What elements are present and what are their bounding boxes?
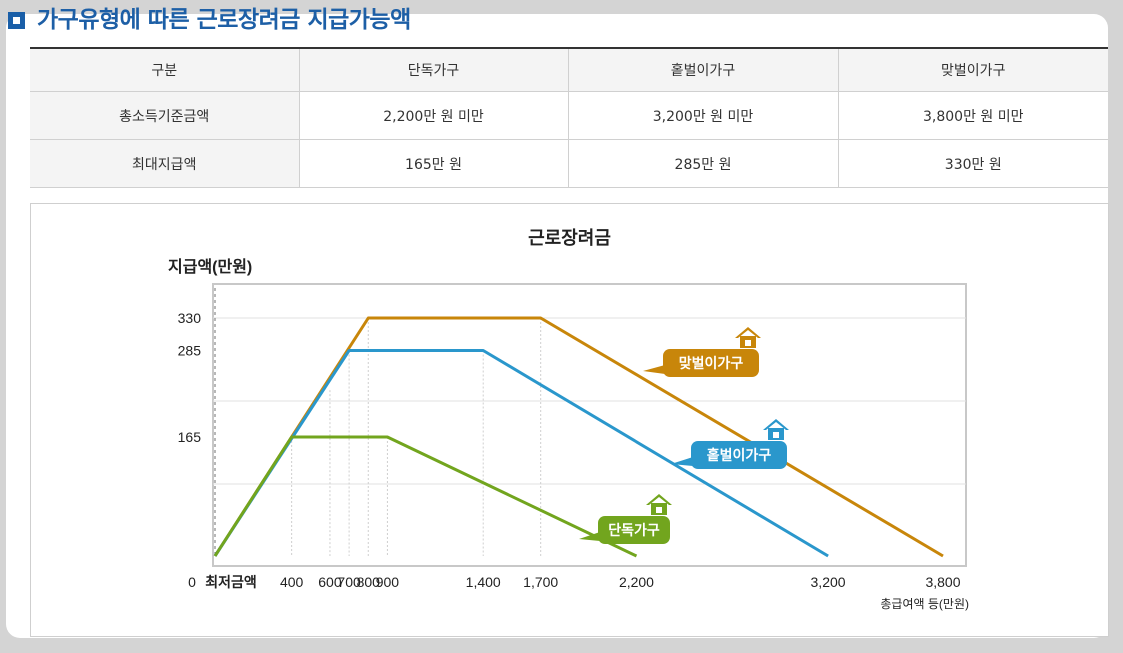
y-tick-label: 330	[178, 310, 202, 326]
x-tick-label: 600	[318, 574, 342, 590]
x-tick-label: 0	[188, 574, 196, 590]
table-cell: 165만 원	[299, 139, 569, 188]
table-cell: 330만 원	[838, 139, 1108, 188]
legend-callout	[598, 516, 670, 544]
chart-title: 근로장려금	[528, 228, 611, 248]
x-tick-label: 800	[357, 574, 381, 590]
legend-label: 맞벌이가구	[679, 355, 744, 371]
square-bullet-icon	[8, 11, 25, 29]
title-row: 가구유형에 따른 근로장려금 지급가능액	[8, 7, 411, 33]
y-tick-label: 285	[178, 342, 202, 358]
x-tick-label: 3,800	[925, 574, 960, 590]
legend-callout	[691, 441, 787, 469]
legend-label: 단독가구	[608, 522, 660, 538]
page-title: 가구유형에 따른 근로장려금 지급가능액	[37, 7, 411, 33]
y-axis-title: 지급액(만원)	[168, 257, 252, 276]
x-tick-label: 400	[280, 574, 304, 590]
table-cell: 285만 원	[568, 139, 839, 188]
table-cell: 3,200만 원 미만	[568, 91, 839, 140]
table-cell: 3,800만 원 미만	[838, 91, 1108, 140]
x-tick-label: 3,200	[811, 574, 846, 590]
table-row: 총소득기준금액 2,200만 원 미만 3,200만 원 미만 3,800만 원…	[30, 91, 1108, 140]
legend-label: 홑벌이가구	[707, 447, 772, 463]
table-header-row: 구분 단독가구 홑벌이가구 맞벌이가구	[30, 47, 1108, 92]
callout-pointer	[671, 457, 693, 466]
x-tick-label: 1,400	[466, 574, 501, 590]
x-tick-label: 1,700	[523, 574, 558, 590]
plot-area	[212, 283, 967, 567]
callout-pointer	[643, 365, 665, 374]
row-label: 총소득기준금액	[30, 91, 300, 140]
x-tick-label: 700	[337, 574, 361, 590]
header-single: 단독가구	[299, 47, 569, 92]
header-single-earner: 홑벌이가구	[568, 47, 839, 92]
house-icon	[735, 327, 761, 348]
legend-callout	[663, 349, 759, 377]
eligibility-table: 구분 단독가구 홑벌이가구 맞벌이가구 총소득기준금액 2,200만 원 미만 …	[30, 47, 1108, 188]
header-category: 구분	[30, 47, 300, 92]
x-tick-label: 2,200	[619, 574, 654, 590]
x-axis-title: 총급여액 등(만원)	[880, 597, 969, 611]
header-dual-earner: 맞벌이가구	[838, 47, 1108, 92]
callout-pointer	[579, 532, 600, 541]
y-tick-label: 165	[178, 429, 202, 445]
table-row: 최대지급액 165만 원 285만 원 330만 원	[30, 139, 1108, 188]
x-tick-label: 최저금액	[205, 574, 257, 590]
house-icon	[763, 419, 789, 440]
house-icon	[646, 494, 672, 515]
x-tick-label: 900	[376, 574, 400, 590]
table-cell: 2,200만 원 미만	[299, 91, 569, 140]
row-label: 최대지급액	[30, 139, 300, 188]
series-line	[213, 435, 638, 558]
